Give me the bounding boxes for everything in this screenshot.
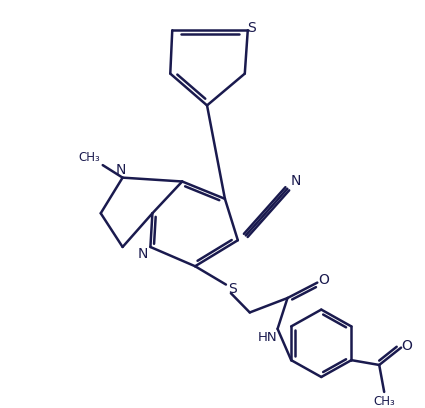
- Text: S: S: [229, 282, 237, 296]
- Text: S: S: [247, 21, 256, 35]
- Text: CH₃: CH₃: [78, 151, 100, 164]
- Text: CH₃: CH₃: [373, 395, 395, 408]
- Text: O: O: [402, 339, 413, 353]
- Text: N: N: [137, 247, 147, 261]
- Text: N: N: [290, 175, 300, 188]
- Text: O: O: [318, 273, 329, 287]
- Text: N: N: [116, 163, 126, 177]
- Text: HN: HN: [258, 331, 278, 344]
